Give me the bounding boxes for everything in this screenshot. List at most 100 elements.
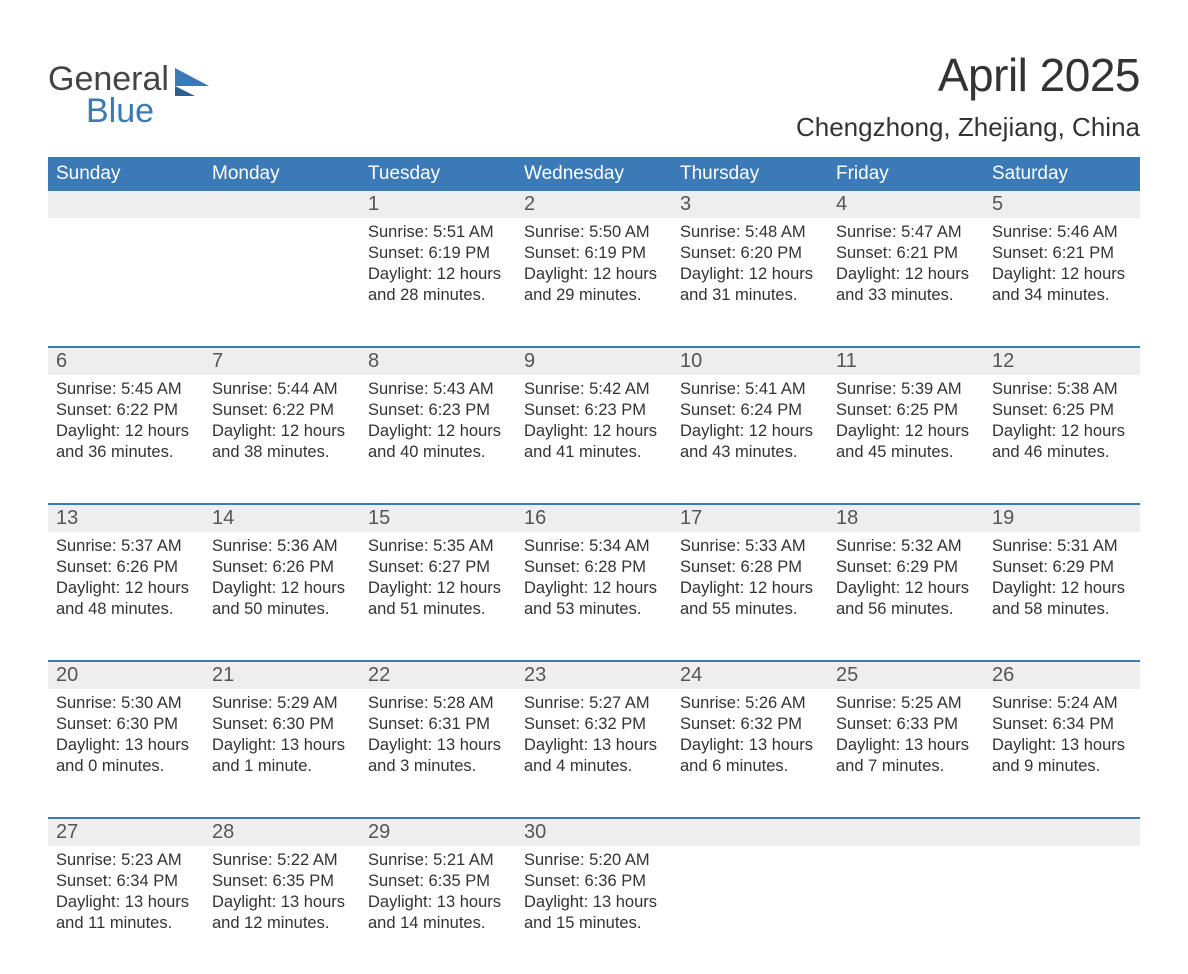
sunset-line: Sunset: 6:23 PM xyxy=(524,400,664,421)
date-number: 20 xyxy=(56,664,78,686)
sunset-line: Sunset: 6:30 PM xyxy=(212,714,352,735)
day-cell: Sunrise: 5:26 AMSunset: 6:32 PMDaylight:… xyxy=(672,689,828,817)
week-body-row: Sunrise: 5:37 AMSunset: 6:26 PMDaylight:… xyxy=(48,532,1140,660)
day-cell: Sunrise: 5:32 AMSunset: 6:29 PMDaylight:… xyxy=(828,532,984,660)
daylight-line: Daylight: 12 hours and 55 minutes. xyxy=(680,578,820,620)
date-num-cell: 20 xyxy=(48,662,204,689)
day-body xyxy=(672,846,828,850)
day-cell xyxy=(672,846,828,974)
daylight-line: Daylight: 13 hours and 1 minute. xyxy=(212,735,352,777)
day-body xyxy=(984,846,1140,850)
date-num-cell: 12 xyxy=(984,348,1140,375)
sunrise-line: Sunrise: 5:25 AM xyxy=(836,693,976,714)
daylight-line: Daylight: 13 hours and 15 minutes. xyxy=(524,892,664,934)
daylight-line: Daylight: 12 hours and 38 minutes. xyxy=(212,421,352,463)
date-number: 13 xyxy=(56,507,78,529)
daylight-line: Daylight: 12 hours and 41 minutes. xyxy=(524,421,664,463)
date-num-cell: 8 xyxy=(360,348,516,375)
day-body xyxy=(828,846,984,850)
location-subtitle: Chengzhong, Zhejiang, China xyxy=(796,112,1140,143)
day-body: Sunrise: 5:34 AMSunset: 6:28 PMDaylight:… xyxy=(516,532,672,620)
date-number: 27 xyxy=(56,821,78,843)
daylight-line: Daylight: 12 hours and 40 minutes. xyxy=(368,421,508,463)
brand-logo-text: General Blue xyxy=(48,62,169,128)
daylight-line: Daylight: 12 hours and 51 minutes. xyxy=(368,578,508,620)
sunrise-line: Sunrise: 5:51 AM xyxy=(368,222,508,243)
sunset-line: Sunset: 6:25 PM xyxy=(992,400,1132,421)
day-body: Sunrise: 5:39 AMSunset: 6:25 PMDaylight:… xyxy=(828,375,984,463)
sunrise-line: Sunrise: 5:22 AM xyxy=(212,850,352,871)
date-num-cell: 19 xyxy=(984,505,1140,532)
dow-cell: Tuesday xyxy=(360,157,516,191)
date-number: 7 xyxy=(212,350,223,372)
date-number: 9 xyxy=(524,350,535,372)
date-num-cell xyxy=(984,819,1140,846)
day-body: Sunrise: 5:51 AMSunset: 6:19 PMDaylight:… xyxy=(360,218,516,306)
daylight-line: Daylight: 12 hours and 50 minutes. xyxy=(212,578,352,620)
dow-cell: Wednesday xyxy=(516,157,672,191)
day-cell: Sunrise: 5:38 AMSunset: 6:25 PMDaylight:… xyxy=(984,375,1140,503)
day-cell: Sunrise: 5:43 AMSunset: 6:23 PMDaylight:… xyxy=(360,375,516,503)
sunrise-line: Sunrise: 5:46 AM xyxy=(992,222,1132,243)
sunset-line: Sunset: 6:20 PM xyxy=(680,243,820,264)
date-num-cell: 4 xyxy=(828,191,984,218)
day-cell: Sunrise: 5:24 AMSunset: 6:34 PMDaylight:… xyxy=(984,689,1140,817)
sunset-line: Sunset: 6:22 PM xyxy=(56,400,196,421)
date-number: 26 xyxy=(992,664,1014,686)
date-num-cell: 11 xyxy=(828,348,984,375)
day-cell: Sunrise: 5:47 AMSunset: 6:21 PMDaylight:… xyxy=(828,218,984,346)
date-num-cell xyxy=(672,819,828,846)
date-number: 10 xyxy=(680,350,702,372)
sunset-line: Sunset: 6:21 PM xyxy=(836,243,976,264)
daylight-line: Daylight: 13 hours and 4 minutes. xyxy=(524,735,664,777)
day-body: Sunrise: 5:48 AMSunset: 6:20 PMDaylight:… xyxy=(672,218,828,306)
day-cell: Sunrise: 5:34 AMSunset: 6:28 PMDaylight:… xyxy=(516,532,672,660)
day-body: Sunrise: 5:31 AMSunset: 6:29 PMDaylight:… xyxy=(984,532,1140,620)
day-cell: Sunrise: 5:33 AMSunset: 6:28 PMDaylight:… xyxy=(672,532,828,660)
sunrise-line: Sunrise: 5:27 AM xyxy=(524,693,664,714)
date-num-cell: 22 xyxy=(360,662,516,689)
day-cell: Sunrise: 5:39 AMSunset: 6:25 PMDaylight:… xyxy=(828,375,984,503)
date-number: 1 xyxy=(368,193,379,215)
date-num-cell: 29 xyxy=(360,819,516,846)
week-body-row: Sunrise: 5:30 AMSunset: 6:30 PMDaylight:… xyxy=(48,689,1140,817)
sunset-line: Sunset: 6:21 PM xyxy=(992,243,1132,264)
daylight-line: Daylight: 13 hours and 14 minutes. xyxy=(368,892,508,934)
day-body: Sunrise: 5:21 AMSunset: 6:35 PMDaylight:… xyxy=(360,846,516,934)
day-cell: Sunrise: 5:50 AMSunset: 6:19 PMDaylight:… xyxy=(516,218,672,346)
day-body: Sunrise: 5:24 AMSunset: 6:34 PMDaylight:… xyxy=(984,689,1140,777)
date-number: 12 xyxy=(992,350,1014,372)
date-band-row: 27282930 xyxy=(48,817,1140,846)
sunset-line: Sunset: 6:29 PM xyxy=(836,557,976,578)
day-body: Sunrise: 5:30 AMSunset: 6:30 PMDaylight:… xyxy=(48,689,204,777)
daylight-line: Daylight: 12 hours and 48 minutes. xyxy=(56,578,196,620)
daylight-line: Daylight: 12 hours and 33 minutes. xyxy=(836,264,976,306)
sunrise-line: Sunrise: 5:50 AM xyxy=(524,222,664,243)
day-body: Sunrise: 5:36 AMSunset: 6:26 PMDaylight:… xyxy=(204,532,360,620)
date-num-cell: 3 xyxy=(672,191,828,218)
date-num-cell: 26 xyxy=(984,662,1140,689)
date-number: 16 xyxy=(524,507,546,529)
sunrise-line: Sunrise: 5:34 AM xyxy=(524,536,664,557)
date-number: 22 xyxy=(368,664,390,686)
day-cell: Sunrise: 5:20 AMSunset: 6:36 PMDaylight:… xyxy=(516,846,672,974)
sunrise-line: Sunrise: 5:24 AM xyxy=(992,693,1132,714)
date-num-cell: 9 xyxy=(516,348,672,375)
sunset-line: Sunset: 6:25 PM xyxy=(836,400,976,421)
day-body: Sunrise: 5:35 AMSunset: 6:27 PMDaylight:… xyxy=(360,532,516,620)
sunrise-line: Sunrise: 5:29 AM xyxy=(212,693,352,714)
day-cell: Sunrise: 5:46 AMSunset: 6:21 PMDaylight:… xyxy=(984,218,1140,346)
daylight-line: Daylight: 12 hours and 31 minutes. xyxy=(680,264,820,306)
date-num-cell: 21 xyxy=(204,662,360,689)
day-body: Sunrise: 5:45 AMSunset: 6:22 PMDaylight:… xyxy=(48,375,204,463)
sunset-line: Sunset: 6:26 PM xyxy=(212,557,352,578)
daylight-line: Daylight: 12 hours and 28 minutes. xyxy=(368,264,508,306)
sunrise-line: Sunrise: 5:41 AM xyxy=(680,379,820,400)
date-num-cell: 1 xyxy=(360,191,516,218)
day-cell: Sunrise: 5:37 AMSunset: 6:26 PMDaylight:… xyxy=(48,532,204,660)
date-number: 3 xyxy=(680,193,691,215)
day-cell: Sunrise: 5:30 AMSunset: 6:30 PMDaylight:… xyxy=(48,689,204,817)
date-number: 28 xyxy=(212,821,234,843)
sunset-line: Sunset: 6:26 PM xyxy=(56,557,196,578)
sunset-line: Sunset: 6:32 PM xyxy=(680,714,820,735)
